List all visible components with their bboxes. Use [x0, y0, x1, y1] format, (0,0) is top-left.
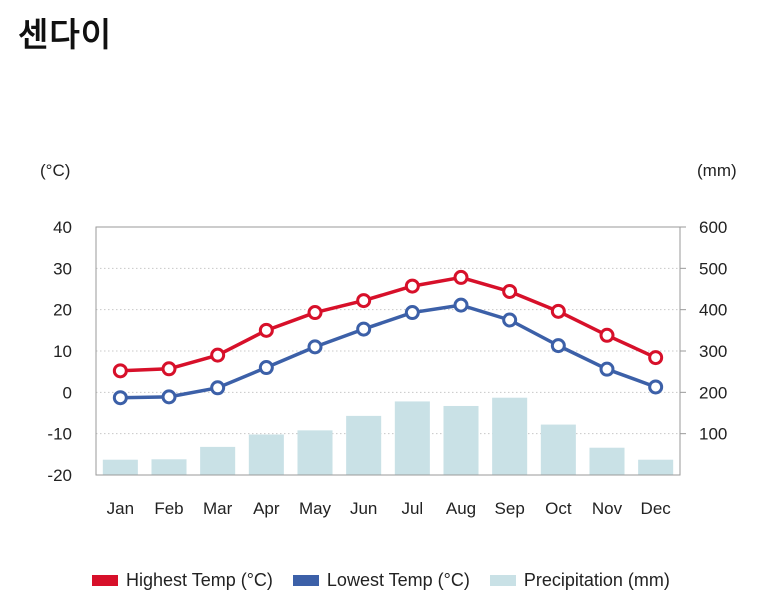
right-axis-tick-label: 300 — [699, 342, 727, 361]
precipitation-bar — [443, 405, 479, 475]
lowest-temp-point — [453, 297, 469, 313]
right-axis-tick-label: 100 — [699, 425, 727, 444]
lowest-temp-point — [307, 339, 323, 355]
lowest-temp-point — [161, 389, 177, 405]
legend-item-lowest: Lowest Temp (°C) — [292, 570, 470, 591]
right-axis-tick-label: 600 — [699, 218, 727, 237]
left-axis-tick-label: 10 — [53, 342, 72, 361]
legend-item-precipitation: Precipitation (mm) — [489, 570, 670, 591]
precipitation-bar — [297, 430, 333, 475]
highest-temp-point — [599, 327, 615, 343]
left-axis-tick-label: 40 — [53, 218, 72, 237]
precipitation-bar — [102, 459, 138, 475]
x-axis-tick-label: Jul — [401, 499, 423, 518]
highest-temp-point — [258, 322, 274, 338]
left-axis-tick-label: 30 — [53, 259, 72, 278]
legend: Highest Temp (°C) Lowest Temp (°C) Preci… — [92, 570, 690, 591]
lowest-temp-point — [112, 390, 128, 406]
x-axis-tick-label: Feb — [154, 499, 183, 518]
lowest-temp-line — [120, 303, 657, 400]
highest-temp-point — [307, 305, 323, 321]
right-axis-tick-label: 200 — [699, 383, 727, 402]
legend-swatch-highest — [92, 575, 118, 586]
left-axis-tick-label: 0 — [63, 383, 72, 402]
highest-temp-point — [404, 278, 420, 294]
left-axis-tick-label: -20 — [47, 466, 72, 485]
x-axis-tick-label: Jun — [350, 499, 377, 518]
highest-temp-point — [161, 361, 177, 377]
lowest-temp-point — [648, 379, 664, 395]
lowest-temp-point — [404, 305, 420, 321]
legend-swatch-lowest — [292, 575, 319, 586]
x-axis-tick-label: Oct — [545, 499, 572, 518]
x-axis-tick-label: Aug — [446, 499, 476, 518]
highest-temp-point — [453, 269, 469, 285]
x-axis-tick-label: Dec — [641, 499, 672, 518]
precipitation-bar — [346, 415, 382, 475]
x-axis-tick-label: Jan — [107, 499, 134, 518]
page-title: 센다이 — [18, 15, 113, 54]
legend-swatch-precipitation — [489, 575, 516, 586]
legend-item-highest: Highest Temp (°C) — [92, 570, 273, 591]
precipitation-bar — [638, 459, 674, 475]
legend-label-lowest: Lowest Temp (°C) — [326, 570, 470, 590]
precipitation-bar — [589, 447, 625, 475]
precipitation-bar — [248, 434, 284, 475]
highest-temp-point — [550, 303, 566, 319]
precipitation-bar — [200, 446, 236, 475]
left-axis-tick-label: -10 — [47, 425, 72, 444]
highest-temp-point — [356, 293, 372, 309]
highest-temp-point — [502, 283, 518, 299]
precipitation-bar — [151, 459, 187, 475]
x-axis-tick-label: Nov — [592, 499, 623, 518]
legend-label-precipitation: Precipitation (mm) — [523, 570, 670, 590]
lowest-temp-point — [599, 361, 615, 377]
x-axis-tick-label: May — [299, 499, 332, 518]
legend-label-highest: Highest Temp (°C) — [126, 570, 273, 590]
precipitation-bar — [394, 401, 430, 475]
x-axis-tick-label: Sep — [495, 499, 525, 518]
plot-frame — [95, 226, 686, 476]
lowest-temp-point — [356, 321, 372, 337]
right-axis-tick-label: 400 — [699, 301, 727, 320]
left-axis-unit: (°C) — [40, 161, 70, 180]
right-axis-tick-label: 500 — [699, 259, 727, 278]
highest-temp-line — [120, 275, 657, 373]
lowest-temp-point — [258, 360, 274, 376]
x-axis-tick-label: Mar — [203, 499, 233, 518]
temperature-lines — [112, 269, 664, 406]
highest-temp-point — [112, 363, 128, 379]
highest-temp-point — [648, 350, 664, 366]
precipitation-bar — [540, 424, 576, 475]
x-axis-tick-label: Apr — [253, 499, 280, 518]
right-axis-unit: (mm) — [697, 161, 737, 180]
lowest-temp-point — [550, 338, 566, 354]
precipitation-bar — [492, 397, 528, 475]
lowest-temp-point — [502, 312, 518, 328]
precipitation-bars — [102, 397, 674, 475]
highest-temp-point — [210, 347, 226, 363]
lowest-temp-point — [210, 380, 226, 396]
left-axis-tick-label: 20 — [53, 301, 72, 320]
